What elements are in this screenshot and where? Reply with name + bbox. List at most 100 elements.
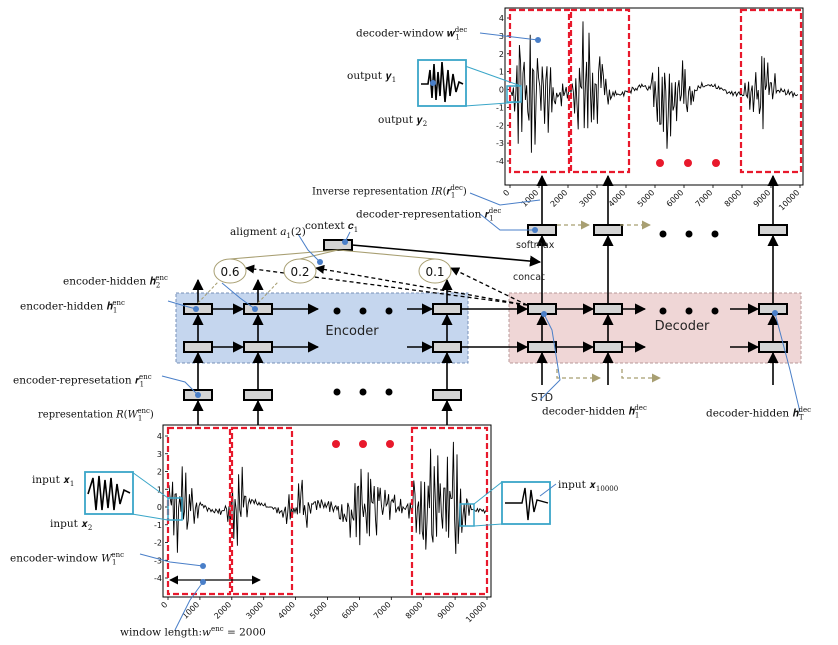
input-zoom-wave-left <box>87 475 131 511</box>
attention-weight-value: 0.2 <box>290 265 309 279</box>
top-plot-x-ticks: 0 1000 2000 3000 4000 5000 6000 7000 8000 9000 100… <box>501 185 801 212</box>
y-tick-label: -3 <box>154 556 162 565</box>
attention-weights: 0.6 0.2 0.1 <box>213 258 452 284</box>
x-tick-label: 8000 <box>723 188 744 209</box>
alignment-label: aligment 𝑎1(2) <box>230 226 306 241</box>
encoder-label: Encoder <box>325 324 379 339</box>
red-dot <box>684 159 692 167</box>
window-length-label: window length:𝑤enc = 2000 <box>120 625 266 639</box>
decoder-hidden-1-label: decoder-hidden 𝒉1dec <box>542 404 647 420</box>
decoder-window-1-box <box>508 8 571 174</box>
y-tick-label: -1 <box>154 521 162 530</box>
y-tick-label: 0 <box>157 503 162 512</box>
softmax-label: softmax <box>516 240 555 251</box>
attention-weight-circle <box>418 258 452 284</box>
encoder-hidden-1-label: encoder-hidden 𝒉1enc <box>20 299 125 315</box>
x-tick-label: 10000 <box>464 600 488 624</box>
x-tick-label: 3000 <box>244 600 265 621</box>
encoder-window-last-box <box>410 426 489 596</box>
red-dot <box>656 159 664 167</box>
encoder-hidden-cell <box>432 341 462 353</box>
representation-label: representation 𝑅(𝑊1enc) <box>38 407 154 423</box>
x-tick-label: 1000 <box>181 600 202 621</box>
attention-weight-value: 0.6 <box>220 265 239 279</box>
red-dot <box>386 440 394 448</box>
y-tick-label: 0 <box>499 86 504 95</box>
encoder-input-plot: 4 3 2 1 0 -1 -2 -3 -4 0 1000 2000 3000 4000 5000 6000 7… <box>84 424 551 624</box>
x-tick-label: 9000 <box>752 188 773 209</box>
x-tick-label: 5000 <box>636 188 657 209</box>
decoder-window-2-box <box>569 8 631 174</box>
x-tick-label: 7000 <box>372 600 393 621</box>
x-tick-label: 7000 <box>694 188 715 209</box>
x-tick-label: 2000 <box>212 600 233 621</box>
attention-weight-circle <box>283 258 317 284</box>
inverse-representation-label: Inverse representation 𝐼𝑅(𝒓1dec) <box>312 184 467 200</box>
red-dot <box>712 159 720 167</box>
encoder-representation-cell <box>432 389 462 401</box>
decoder-representation-cell <box>758 224 788 236</box>
x-tick-label: 4000 <box>607 188 628 209</box>
callout-lines <box>139 32 801 631</box>
y-tick-label: -2 <box>154 539 162 548</box>
x-tick-label: 0 <box>159 600 169 610</box>
encoder-panel <box>175 292 469 364</box>
encoder-hidden-cell <box>432 303 462 315</box>
x-tick-label: 10000 <box>777 188 801 212</box>
input-x2-label: input 𝒙2 <box>50 518 93 533</box>
attention-weight-value: 0.1 <box>425 265 444 279</box>
input-zoom-marker-right <box>459 503 475 527</box>
decoder-label: Decoder <box>655 319 710 334</box>
bottom-plot-waveform <box>168 441 487 554</box>
encoder-window-label: encoder-window 𝑊1enc <box>10 551 124 567</box>
encoder-representation-label: encoder-represetation 𝒓1enc <box>13 373 152 389</box>
flow-arrows <box>192 174 779 425</box>
y-tick-label: -1 <box>496 103 504 112</box>
input-x1-label: input 𝒙1 <box>32 474 75 489</box>
y-tick-label: -4 <box>496 157 504 166</box>
x-tick-label: 6000 <box>665 188 686 209</box>
y-tick-label: 3 <box>499 32 504 41</box>
input-x10000-label: input 𝒙10000 <box>558 479 619 494</box>
x-tick-label: 6000 <box>340 600 361 621</box>
output-y2-label: output 𝒚2 <box>378 114 428 129</box>
decoder-representation-label: decoder-representation 𝒓1dec <box>356 207 502 223</box>
y-tick-label: 3 <box>157 450 162 459</box>
decoder-hidden-T-label: decoder-hidden 𝒉Tdec <box>706 406 812 422</box>
encoder-hidden-cell <box>243 341 273 353</box>
x-tick-label: 8000 <box>404 600 425 621</box>
decoder-output-plot: 4 3 2 1 0 -1 -2 -3 -4 0 1000 2000 3000 4000 5000 6000 7… <box>417 7 804 212</box>
decoder-window-last-box <box>739 8 803 174</box>
y-tick-label: 4 <box>499 14 504 23</box>
input-zoom-wave-right <box>505 487 549 521</box>
y-tick-label: 4 <box>157 432 162 441</box>
x-tick-label: 2000 <box>549 188 570 209</box>
y-tick-label: 2 <box>157 468 162 477</box>
output-y1-label: output 𝒚1 <box>347 70 397 85</box>
x-tick-label: 4000 <box>276 600 297 621</box>
x-tick-label: 1000 <box>520 188 541 209</box>
bottom-plot-x-ticks: 0 1000 2000 3000 4000 5000 6000 7000 8000 9000 100… <box>159 597 488 624</box>
y-tick-label: -3 <box>496 139 504 148</box>
x-tick-label: 5000 <box>308 600 329 621</box>
bottom-plot-y-ticks: 4 3 2 1 0 -1 -2 -3 -4 <box>154 432 168 583</box>
decoder-hidden-cell <box>593 341 623 353</box>
attention-weight-circle <box>213 258 247 284</box>
ellipsis-dots <box>333 230 719 396</box>
encoder-hidden-cell <box>183 341 213 353</box>
red-dot <box>359 440 367 448</box>
x-tick-label: 0 <box>501 188 511 198</box>
top-plot-waveform <box>510 21 799 153</box>
concat-label: concat <box>513 272 545 283</box>
encoder-window-2-box <box>230 426 294 596</box>
decoder-representation-cell <box>593 224 623 236</box>
context-label: context 𝒄1 <box>305 220 359 235</box>
input-zoom-marker-left <box>167 497 183 521</box>
encoder-hidden-2-label: encoder-hidden 𝒉2enc <box>63 274 168 290</box>
y-tick-label: 1 <box>157 485 162 494</box>
decoder-window-label: decoder-window 𝒘1dec <box>356 26 468 42</box>
y-tick-label: -4 <box>154 574 162 583</box>
y-tick-label: 2 <box>499 50 504 59</box>
x-tick-label: 9000 <box>436 600 457 621</box>
